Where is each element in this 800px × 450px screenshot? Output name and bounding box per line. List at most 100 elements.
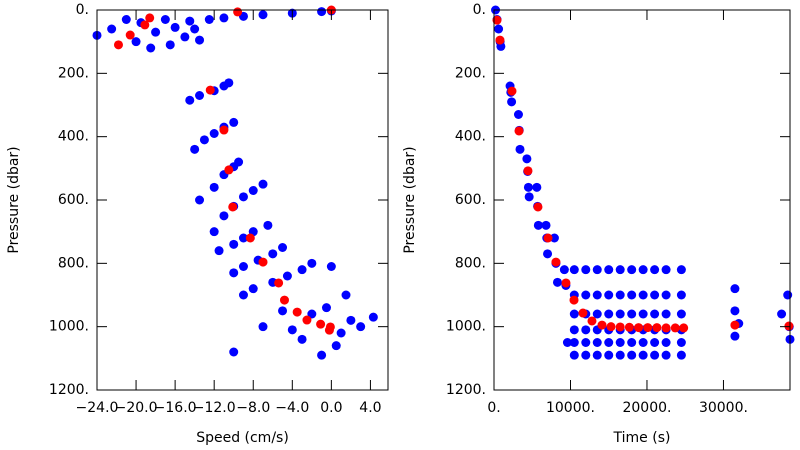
data-point bbox=[140, 20, 150, 30]
data-point bbox=[552, 277, 562, 287]
data-point bbox=[578, 308, 588, 318]
data-point bbox=[195, 91, 205, 100]
data-point bbox=[676, 350, 686, 360]
data-point bbox=[549, 233, 559, 243]
data-point bbox=[661, 338, 671, 347]
data-point bbox=[615, 265, 625, 275]
data-point bbox=[581, 265, 591, 275]
y-tick-label: 400. bbox=[455, 129, 486, 145]
data-point bbox=[368, 312, 378, 322]
data-point bbox=[569, 265, 579, 275]
data-point bbox=[160, 15, 170, 24]
data-point bbox=[569, 325, 579, 335]
data-point bbox=[165, 40, 175, 50]
data-point bbox=[302, 315, 312, 325]
data-point bbox=[297, 334, 307, 344]
data-point bbox=[533, 220, 543, 230]
data-point bbox=[326, 262, 336, 271]
x-axis-label: Time (s) bbox=[613, 430, 671, 446]
y-tick-label: 1200. bbox=[49, 382, 89, 398]
data-point bbox=[592, 338, 602, 347]
data-point bbox=[730, 331, 740, 341]
x-tick-label: 0.0 bbox=[320, 400, 342, 416]
data-point bbox=[336, 328, 346, 338]
data-point bbox=[604, 350, 614, 360]
x-tick-label: 30000. bbox=[699, 400, 748, 416]
data-point bbox=[321, 303, 331, 313]
data-point bbox=[229, 347, 239, 357]
data-point bbox=[627, 309, 637, 319]
data-point bbox=[569, 295, 579, 305]
data-point bbox=[495, 35, 505, 45]
data-point bbox=[274, 278, 284, 288]
data-point bbox=[209, 182, 219, 192]
data-point bbox=[209, 227, 219, 237]
data-point bbox=[170, 22, 180, 32]
data-point bbox=[523, 182, 533, 192]
x-tick-label: −20.0 bbox=[115, 400, 158, 416]
x-tick-label: 10000. bbox=[546, 400, 595, 416]
data-point bbox=[209, 129, 219, 138]
data-point bbox=[615, 350, 625, 360]
data-point bbox=[661, 309, 671, 319]
x-tick-label: −4.0 bbox=[275, 400, 309, 416]
data-point bbox=[676, 338, 686, 347]
data-point bbox=[661, 290, 671, 300]
data-point bbox=[282, 271, 292, 281]
data-point bbox=[307, 258, 317, 268]
y-tick-label: 600. bbox=[58, 192, 89, 208]
data-point bbox=[634, 323, 644, 333]
data-point bbox=[783, 290, 793, 300]
data-point bbox=[297, 265, 307, 275]
data-point bbox=[515, 144, 525, 154]
data-point bbox=[205, 85, 215, 95]
data-point bbox=[569, 309, 579, 319]
data-point bbox=[356, 322, 366, 332]
data-point bbox=[730, 284, 740, 294]
data-point bbox=[676, 290, 686, 300]
data-point bbox=[331, 341, 341, 351]
data-point bbox=[228, 202, 238, 212]
data-point bbox=[131, 37, 141, 47]
data-point bbox=[650, 338, 660, 347]
data-point bbox=[522, 154, 532, 164]
data-point bbox=[543, 249, 553, 259]
y-tick-label: 400. bbox=[58, 129, 89, 145]
data-point bbox=[180, 32, 190, 42]
data-point bbox=[670, 323, 680, 333]
data-point bbox=[533, 202, 543, 212]
data-point bbox=[258, 179, 268, 189]
data-point bbox=[258, 10, 268, 20]
data-point bbox=[532, 182, 542, 192]
data-point bbox=[219, 125, 229, 135]
x-tick-label: 20000. bbox=[622, 400, 671, 416]
data-point bbox=[730, 306, 740, 316]
data-point bbox=[185, 16, 195, 26]
data-point bbox=[587, 316, 597, 326]
data-point bbox=[107, 24, 117, 34]
y-tick-label: 1200. bbox=[446, 382, 486, 398]
data-point bbox=[661, 323, 671, 333]
y-tick-label: 800. bbox=[58, 255, 89, 271]
data-point bbox=[307, 309, 317, 319]
data-point bbox=[195, 195, 205, 205]
data-point bbox=[341, 290, 351, 300]
data-point bbox=[543, 233, 553, 243]
data-point bbox=[730, 320, 740, 330]
x-tick-label: −12.0 bbox=[193, 400, 236, 416]
data-point bbox=[541, 220, 551, 230]
x-tick-label: 4.0 bbox=[359, 400, 381, 416]
data-point bbox=[346, 315, 356, 325]
data-point bbox=[248, 284, 258, 294]
data-point bbox=[597, 320, 607, 330]
y-tick-label: 600. bbox=[455, 192, 486, 208]
data-point bbox=[676, 309, 686, 319]
y-axis-label: Pressure (dbar) bbox=[402, 146, 418, 253]
data-point bbox=[324, 325, 334, 335]
data-point bbox=[627, 350, 637, 360]
data-point bbox=[615, 309, 625, 319]
data-point bbox=[661, 350, 671, 360]
data-point bbox=[581, 350, 591, 360]
data-point bbox=[592, 309, 602, 319]
data-point bbox=[238, 192, 248, 202]
